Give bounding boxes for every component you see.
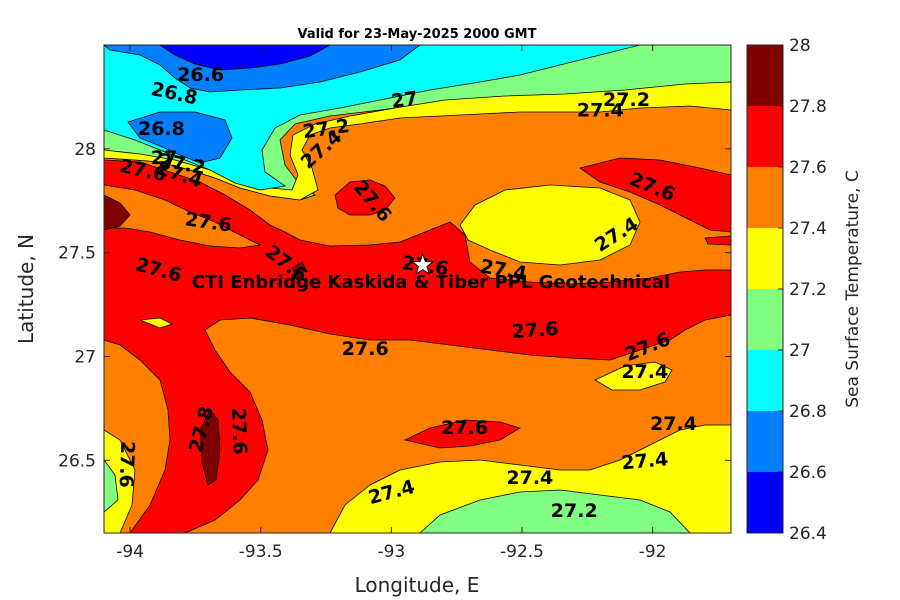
contour-label: 27.6	[227, 407, 251, 455]
colorbar-tick-label: 26.4	[789, 524, 827, 544]
x-tick-label: -93.5	[239, 542, 283, 562]
band-27-6-27-8-central	[334, 179, 396, 216]
colorbar-segment	[747, 289, 783, 350]
band-26-4-26-6	[159, 45, 331, 71]
contour-label: 27.6	[115, 441, 139, 489]
contour-label: 26.8	[138, 118, 185, 140]
x-tick-label: -92.5	[500, 542, 544, 562]
colorbar-tick-label: 27.8	[789, 97, 827, 117]
colorbar: 26.4 26.6 26.8 27 27.2 27.4 27.6 27.8 28	[746, 36, 827, 544]
y-axis-ticks: 26.5 27 27.5 28	[58, 140, 731, 471]
x-axis-ticks: -94 -93.5 -93 -92.5 -92	[116, 45, 667, 562]
contour-label: 27.6	[511, 318, 559, 343]
band-27-6-27-8-east	[579, 157, 731, 233]
contour-label: 27.6	[342, 338, 389, 360]
band-27-0-27-2-south	[419, 489, 691, 533]
plot-frame	[103, 44, 732, 534]
contour-label: 27	[151, 147, 177, 169]
y-tick-label: 27.5	[58, 244, 96, 264]
band-27-6-27-8-west	[104, 159, 731, 533]
colorbar-tick-label: 27.2	[789, 280, 827, 300]
colorbar-label: Sea Surface Temperature, C	[843, 170, 863, 408]
band-27-0-27-2-west	[104, 459, 119, 513]
contour-field	[104, 45, 731, 533]
star-icon	[410, 252, 435, 276]
band-27-2-27-4-north	[104, 81, 731, 201]
colorbar-tick-label: 27.4	[789, 219, 827, 239]
contour-label: 26.6	[177, 64, 224, 86]
band-27-6-27-8-east-small	[704, 235, 731, 246]
band-27-2-27-4-east	[594, 361, 673, 391]
contour-label: 27.4	[506, 467, 553, 489]
site-name: CTI Enbridge Kaskida & Tiber PPL Geotech…	[192, 272, 670, 293]
band-27-2-27-4-central	[459, 184, 641, 266]
map-title: Valid for 23-May-2025 2000 GMT	[298, 27, 537, 42]
contour-label: 27.4	[577, 99, 624, 121]
colorbar-segment	[747, 167, 783, 228]
colorbar-segment	[747, 45, 783, 106]
band-27-6-27-8-south	[403, 419, 521, 449]
colorbar-segment	[747, 472, 783, 533]
x-tick-label: -93	[377, 542, 405, 562]
x-tick-label: -92	[639, 542, 667, 562]
colorbar-tick-label: 26.8	[789, 402, 827, 422]
band-27-8-28-0-nw	[104, 194, 131, 231]
colorbar-tick-label: 27.6	[789, 158, 827, 178]
site-marker: CTI Enbridge Kaskida & Tiber PPL Geotech…	[192, 252, 670, 293]
y-tick-label: 27	[74, 347, 96, 367]
band-27-4-27-6-west-gap	[104, 184, 262, 249]
colorbar-segment	[747, 106, 783, 167]
colorbar-segment	[747, 411, 783, 472]
band-26-6-26-8-patch	[127, 111, 233, 164]
colorbar-segment	[747, 228, 783, 289]
colorbar-tick-label: 28	[789, 36, 811, 56]
colorbar-tick-label: 27	[789, 341, 811, 361]
band-27-8-28-0-south	[199, 409, 221, 486]
y-axis-label: Latitude, N	[14, 234, 38, 344]
contour-label: 27	[390, 87, 419, 112]
x-tick-label: -94	[116, 542, 144, 562]
y-tick-label: 28	[74, 140, 96, 160]
band-27-2-27-4-islet	[139, 317, 174, 329]
contour-label: 27.4	[650, 413, 697, 435]
band-27-2-27-4-west	[104, 429, 136, 533]
contour-label: 27.6	[441, 417, 488, 439]
x-axis-label: Longitude, E	[355, 573, 480, 597]
colorbar-segment	[747, 350, 783, 411]
contour-label: 27.2	[551, 500, 598, 522]
contour-label: 27.2	[603, 89, 650, 111]
colorbar-tick-label: 26.6	[789, 463, 827, 483]
y-tick-label: 26.5	[58, 451, 96, 471]
contour-label: 27.4	[621, 361, 668, 383]
band-27-8-28-0-center	[291, 261, 307, 279]
contour-label: 27.4	[621, 448, 670, 474]
